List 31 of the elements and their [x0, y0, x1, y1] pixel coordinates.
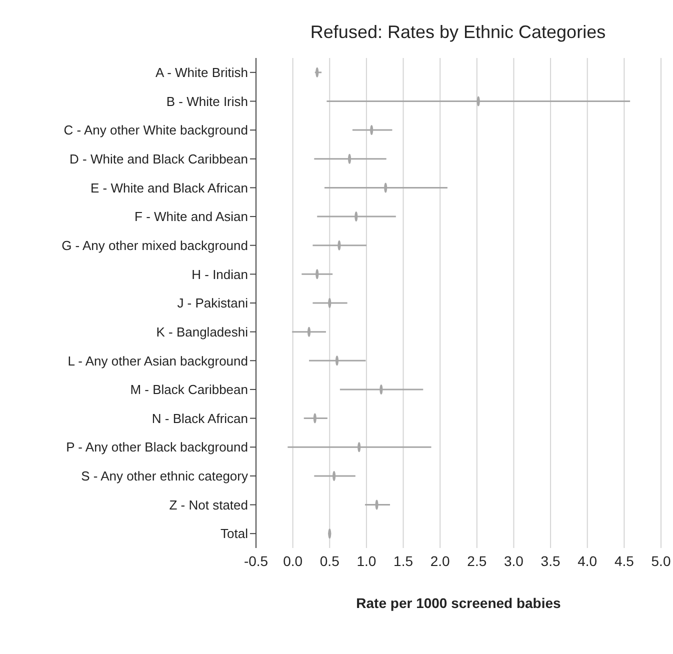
y-tick-label: G - Any other mixed background	[62, 238, 248, 253]
y-tick-label: E - White and Black African	[90, 180, 248, 196]
x-tick-label: 4.5	[614, 552, 634, 569]
x-tick-label: 3.0	[504, 552, 524, 569]
chart-title: Refused: Rates by Ethnic Categories	[310, 22, 606, 42]
y-tick-label: A - White British	[156, 65, 248, 80]
y-tick-label: Total	[220, 526, 248, 542]
x-tick-label: 3.5	[540, 552, 560, 569]
x-tick-label: 2.5	[467, 552, 487, 569]
y-tick-label: Z - Not stated	[169, 497, 248, 512]
y-tick-label: D - White and Black Caribbean	[70, 151, 248, 166]
x-tick-label: 0.5	[320, 552, 340, 569]
y-tick-label: C - Any other White background	[64, 122, 248, 138]
y-tick-label: P - Any other Black background	[66, 440, 248, 455]
y-tick-label: L - Any other Asian background	[68, 353, 248, 368]
y-tick-label: F - White and Asian	[134, 209, 248, 224]
x-tick-label: 0.0	[283, 552, 303, 569]
y-tick-label: M - Black Caribbean	[130, 382, 248, 398]
y-tick-label: K - Bangladeshi	[156, 324, 248, 340]
x-tick-label: 1.0	[356, 552, 376, 569]
x-tick-label: -0.5	[244, 552, 268, 569]
y-tick-label: N - Black African	[152, 410, 248, 426]
x-tick-label: 2.0	[430, 552, 450, 569]
y-tick-label: H - Indian	[192, 266, 248, 282]
y-tick-label: J - Pakistani	[177, 296, 248, 311]
x-axis-title: Rate per 1000 screened babies	[356, 595, 562, 611]
x-tick-label: 4.0	[578, 552, 598, 569]
x-tick-label: 5.0	[651, 552, 671, 569]
x-tick-label: 1.5	[394, 552, 414, 569]
y-tick-label: S - Any other ethnic category	[81, 468, 248, 484]
y-tick-label: B - White Irish	[166, 94, 248, 109]
